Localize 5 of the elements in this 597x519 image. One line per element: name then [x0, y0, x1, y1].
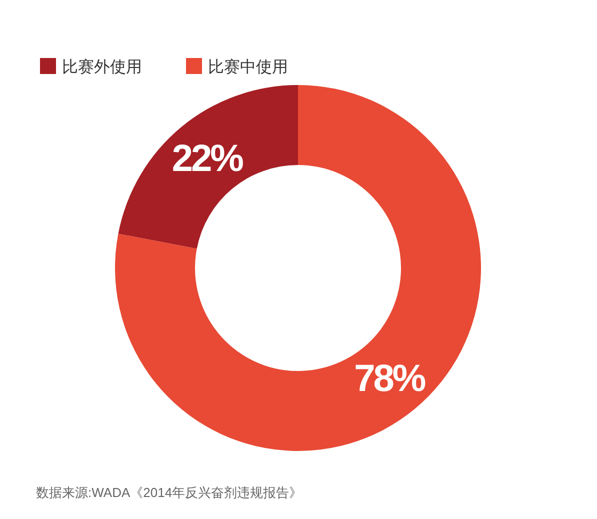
legend-label: 比赛中使用	[208, 58, 288, 76]
legend-label: 比赛外使用	[62, 58, 142, 76]
data-label: 22%	[172, 138, 244, 180]
source-note: 数据来源:WADA《2014年反兴奋剂违规报告》	[36, 485, 302, 500]
data-label: 78%	[354, 358, 426, 400]
